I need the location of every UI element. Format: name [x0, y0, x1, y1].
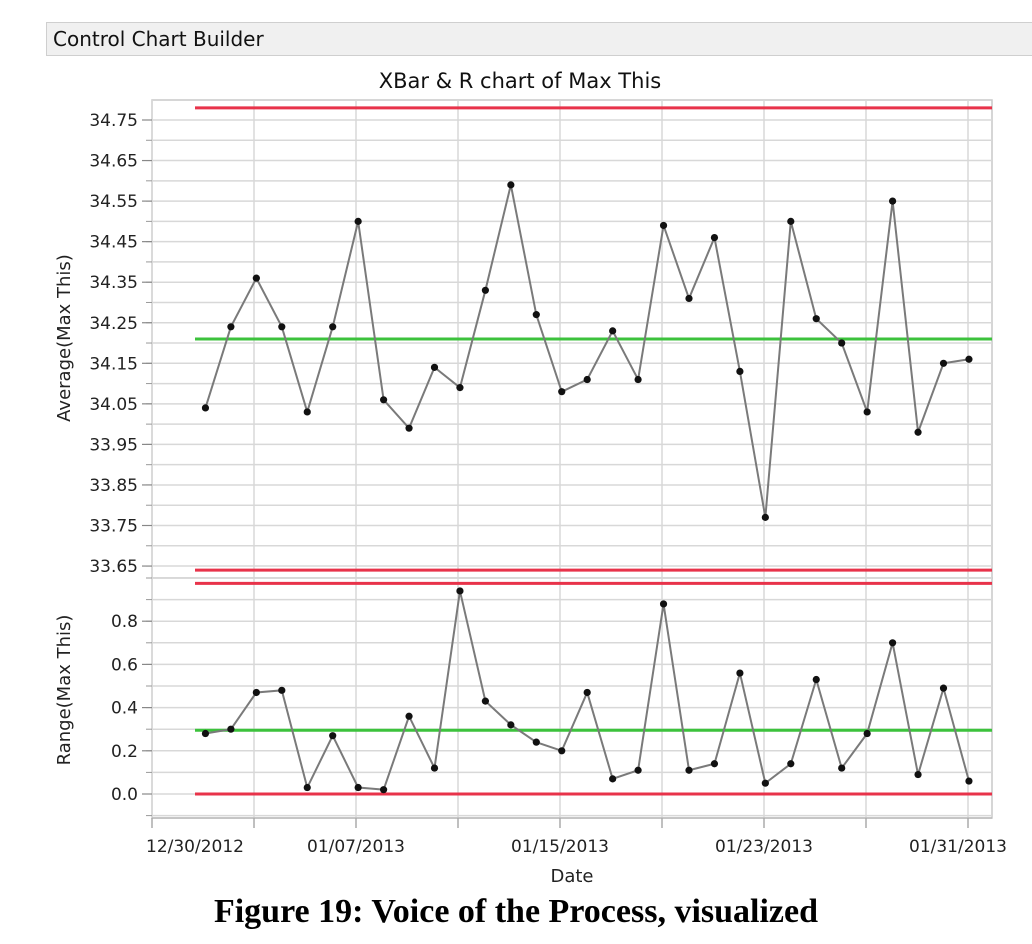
- data-point: [812, 675, 820, 684]
- y-tick-label: 34.35: [89, 273, 138, 293]
- data-point: [201, 404, 210, 412]
- data-point: [939, 684, 948, 692]
- data-point: [456, 587, 464, 595]
- data-point: [354, 783, 362, 792]
- data-point: [278, 323, 286, 331]
- control-chart-builder-header[interactable]: Control Chart Builder: [46, 22, 1032, 56]
- data-point: [685, 294, 693, 303]
- data-point: [583, 688, 591, 697]
- data-point: [303, 408, 311, 416]
- data-point: [710, 760, 719, 768]
- data-point: [558, 747, 566, 755]
- data-point: [380, 786, 388, 794]
- data-point: [532, 738, 540, 746]
- lower-y-axis-label: Range(Max This): [54, 615, 75, 766]
- data-point: [838, 339, 846, 347]
- y-tick-label: 0.0: [111, 785, 138, 805]
- figure-caption: Figure 19: Voice of the Process, visuali…: [213, 893, 819, 930]
- data-point: [227, 323, 235, 331]
- data-point: [405, 712, 413, 720]
- data-point: [710, 233, 719, 242]
- data-point: [761, 779, 769, 787]
- header-title: Control Chart Builder: [53, 27, 264, 51]
- data-point: [583, 375, 591, 384]
- x-tick-label: 01/07/2013: [307, 837, 405, 857]
- range-chart-panel: 0.8 0.6 0.4 0.2 0.0: [111, 577, 993, 819]
- data-point: [329, 732, 337, 740]
- data-point: [430, 363, 439, 371]
- data-point: [507, 721, 515, 729]
- data-point: [507, 181, 515, 189]
- y-tick-label: 0.8: [111, 612, 138, 632]
- data-point: [405, 424, 413, 432]
- data-point: [609, 775, 617, 783]
- y-tick-label: 33.95: [89, 435, 138, 455]
- x-axis: 12/30/2012 01/07/2013 01/15/2013 01/23/2013…: [146, 817, 1007, 857]
- data-point: [201, 729, 210, 738]
- y-tick-label: 34.75: [89, 111, 138, 131]
- xbar-r-chart: XBar & R chart of Max This 34.7534.6534.…: [54, 69, 1007, 887]
- y-tick-label: 34.65: [89, 152, 138, 172]
- data-point: [736, 669, 744, 677]
- average-chart-panel: 34.75 34.65 34.55 34.45 34.35 34.25 34.15 34.05…: [89, 99, 993, 579]
- data-point: [227, 725, 235, 733]
- data-point: [965, 355, 973, 363]
- data-point: [558, 388, 566, 396]
- data-point: [812, 315, 820, 323]
- x-tick-label: 01/31/2013: [909, 837, 1007, 857]
- x-tick-label: 01/15/2013: [511, 837, 609, 857]
- data-point: [889, 197, 897, 205]
- data-point: [532, 311, 540, 319]
- data-point: [863, 729, 871, 738]
- x-tick-label: 01/23/2013: [715, 837, 813, 857]
- data-point: [939, 359, 948, 367]
- data-point: [252, 274, 260, 282]
- y-tick-label: 33.75: [89, 517, 138, 537]
- data-point: [278, 686, 286, 694]
- y-tick-label: 0.6: [111, 655, 138, 675]
- data-point: [329, 323, 337, 331]
- data-point: [634, 766, 642, 774]
- data-point: [659, 221, 668, 230]
- y-tick-label: 33.65: [89, 557, 138, 577]
- data-point: [430, 764, 439, 772]
- data-point: [354, 217, 362, 225]
- x-axis-label: Date: [550, 866, 593, 887]
- y-tick-label: 34.05: [89, 395, 138, 415]
- data-point: [914, 770, 922, 779]
- upper-y-axis-label: Average(Max This): [54, 254, 75, 422]
- data-point: [481, 286, 489, 294]
- data-point: [303, 783, 311, 792]
- data-point: [761, 513, 769, 521]
- data-point: [380, 396, 388, 404]
- data-point: [456, 384, 464, 392]
- y-tick-label: 34.45: [89, 233, 138, 253]
- x-tick-label: 12/30/2012: [146, 837, 244, 857]
- data-point: [609, 327, 617, 335]
- y-tick-label: 0.2: [111, 742, 138, 762]
- y-tick-label: 34.55: [89, 192, 138, 212]
- data-point: [965, 777, 973, 785]
- data-point: [736, 367, 744, 376]
- y-tick-label: 33.85: [89, 476, 138, 496]
- y-tick-label: 34.25: [89, 314, 138, 334]
- data-point: [787, 760, 795, 768]
- data-point: [252, 688, 260, 697]
- y-tick-label: 34.15: [89, 354, 138, 374]
- plot-frame: [151, 577, 993, 819]
- data-point: [634, 375, 642, 384]
- data-point: [914, 428, 922, 436]
- data-point: [889, 639, 897, 647]
- chart-title: XBar & R chart of Max This: [379, 69, 661, 93]
- data-point: [838, 764, 846, 772]
- y-tick-label: 0.4: [111, 699, 138, 719]
- data-point: [685, 766, 693, 774]
- data-point: [481, 697, 489, 705]
- data-point: [863, 408, 871, 416]
- data-point: [659, 600, 668, 608]
- data-point: [787, 217, 795, 225]
